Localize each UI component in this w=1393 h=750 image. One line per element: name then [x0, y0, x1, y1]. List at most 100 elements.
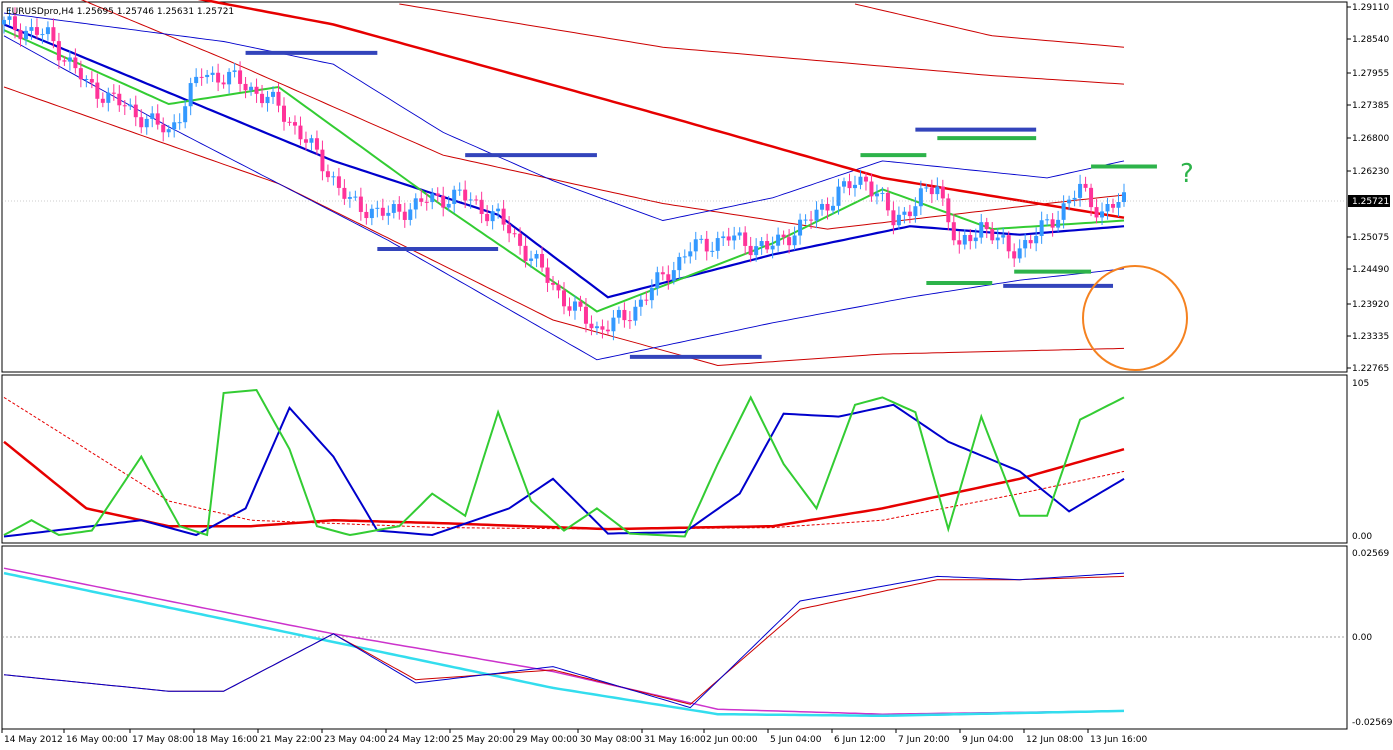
candle-bear: [1006, 235, 1011, 252]
last-price-label: 1.25721: [1352, 197, 1389, 207]
candle-bear: [501, 208, 506, 225]
candle-bull: [688, 251, 693, 257]
candle-bear: [600, 326, 605, 330]
time-tick-label: 24 May 12:00: [388, 735, 450, 745]
candle-bear: [589, 323, 594, 329]
candle-bull: [375, 207, 380, 209]
candle-bull: [594, 326, 599, 329]
candle-bear: [605, 329, 610, 332]
candle-bear: [397, 204, 402, 212]
candle-bear: [161, 124, 166, 133]
stoch-tick-top: 105: [1352, 379, 1369, 389]
candle-bull: [649, 288, 654, 301]
candle-bull: [496, 208, 501, 212]
far-envelope-red-1: [399, 3, 1125, 85]
candle-bull: [205, 74, 210, 78]
candle-bull: [1056, 219, 1061, 228]
candle-bull: [430, 193, 435, 203]
candle-bear: [342, 187, 347, 199]
candle-bull: [2, 19, 6, 25]
time-tick-label: 12 Jun 08:00: [1026, 735, 1083, 745]
stoch-blue: [3, 403, 1125, 538]
stochastic-pane[interactable]: 105 0.00: [1, 374, 1372, 544]
candle-bull: [995, 237, 1000, 241]
candle-bull: [572, 301, 577, 311]
time-tick-label: 7 Jun 20:00: [898, 735, 950, 745]
last-price-box: [1348, 195, 1390, 207]
candle-bull: [227, 71, 232, 85]
time-tick-label: 30 May 08:00: [580, 735, 642, 745]
candle-bear: [726, 236, 731, 241]
candle-bear: [260, 93, 265, 104]
candle-bear: [765, 241, 770, 250]
candle-bull: [128, 104, 133, 107]
price-tick-label: 1.26230: [1352, 167, 1389, 177]
candle-bear: [95, 82, 100, 99]
candle-bear: [479, 199, 484, 215]
time-tick-label: 2 Jun 00:00: [706, 735, 758, 745]
bollinger-lower: [3, 35, 1125, 361]
candle-bull: [1045, 219, 1050, 221]
candle-bull: [935, 186, 940, 195]
candle-bear: [743, 232, 748, 246]
candle-bull: [249, 86, 254, 91]
candle-bull: [1023, 240, 1028, 249]
candle-bear: [512, 233, 517, 235]
candle-bear: [825, 203, 830, 211]
candle-bear: [336, 176, 341, 188]
macd-tick-top: 0.02569: [1352, 549, 1389, 559]
candle-bull: [210, 72, 215, 75]
candle-bull: [188, 83, 193, 107]
candle-bear: [984, 222, 989, 230]
candle-bull: [699, 238, 704, 240]
candle-bull: [1017, 248, 1022, 259]
candle-bull: [924, 187, 929, 189]
stochastic-lines: [3, 388, 1125, 538]
candle-bull: [792, 235, 797, 246]
candle-bear: [238, 70, 243, 84]
price-tick-label: 1.28540: [1352, 35, 1389, 45]
candle-bull: [721, 236, 726, 239]
time-tick-label: 31 May 16:00: [644, 735, 706, 745]
time-tick-label: 23 May 04:00: [324, 735, 386, 745]
candle-bull: [979, 222, 984, 238]
time-tick-label: 18 May 16:00: [196, 735, 258, 745]
highlight-circle: [1082, 265, 1188, 371]
candles: [2, 7, 1126, 341]
candle-bull: [347, 197, 352, 199]
candle-bull: [1067, 199, 1072, 204]
candle-bull: [836, 186, 841, 206]
candle-bull: [144, 118, 149, 128]
candle-bull: [973, 237, 978, 242]
macd-pane[interactable]: 0.02569 0.00 -0.02569: [1, 545, 1393, 730]
candle-bear: [1089, 187, 1094, 208]
candle-bear: [540, 253, 545, 268]
time-axis: 14 May 2012 16 May 00:00 17 May 08:00 18 Ma…: [1, 729, 1147, 745]
candle-bear: [940, 186, 945, 199]
candle-bear: [809, 219, 814, 221]
candle-bear: [117, 93, 122, 106]
candle-bear: [787, 237, 792, 246]
candle-bull: [172, 122, 177, 130]
candle-bull: [1001, 235, 1006, 238]
candle-bull: [408, 209, 413, 220]
question-annotation: ?: [1180, 159, 1194, 189]
candle-bull: [386, 212, 391, 216]
candle-bull: [452, 189, 457, 204]
candle-bear: [62, 60, 67, 62]
candle-bull: [1105, 204, 1110, 212]
candle-bear: [660, 272, 665, 275]
candle-bull: [265, 96, 270, 104]
candle-bull: [331, 176, 336, 178]
candle-bull: [1072, 197, 1077, 200]
candle-bear: [990, 229, 995, 241]
candle-bear: [243, 83, 248, 91]
candle-bull: [166, 129, 171, 133]
candle-bear: [287, 121, 292, 123]
price-pane[interactable]: ? EURUSDpro,H4 1.25695 1.25746 1.25631 1…: [1, 0, 1390, 374]
candle-bear: [1094, 207, 1099, 218]
candle-bull: [529, 258, 534, 261]
candle-bull: [183, 106, 188, 123]
support-resistance-lines: [245, 50, 1157, 359]
